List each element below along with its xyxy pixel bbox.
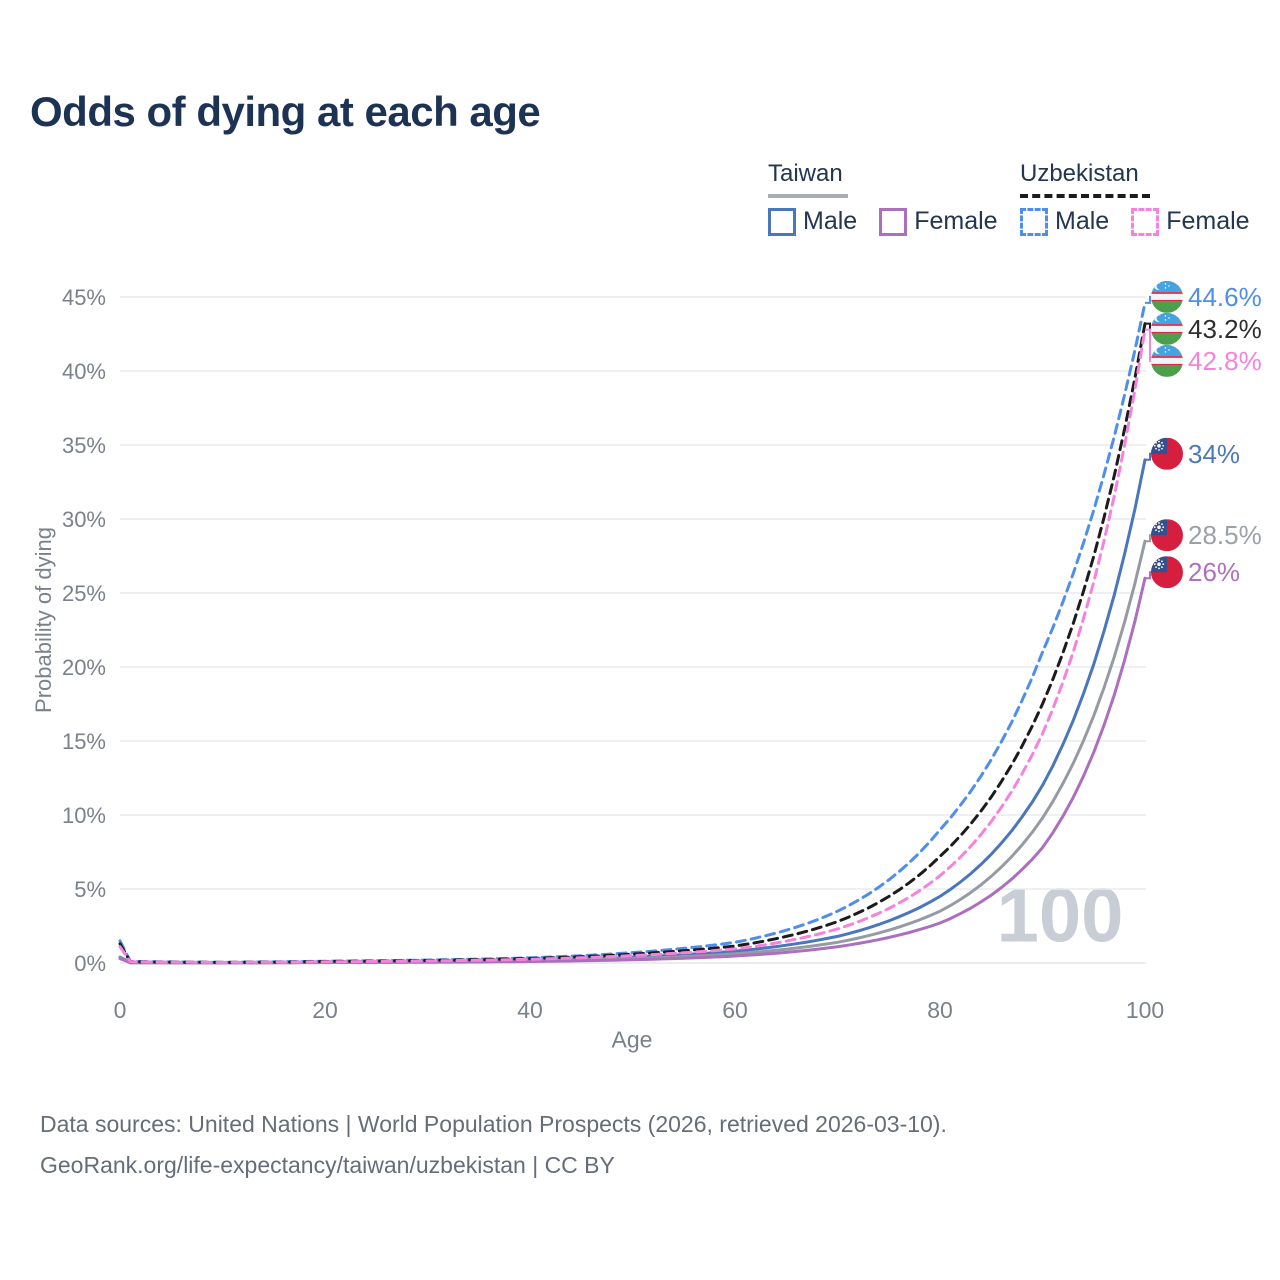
end-label-uzbekistan-female: 42.8%	[1188, 346, 1262, 376]
y-tick-label: 25%	[62, 581, 106, 606]
y-tick-label: 45%	[62, 285, 106, 310]
x-tick-label: 80	[927, 997, 953, 1023]
flag-icon-uz-uzbekistan-female	[1151, 344, 1183, 377]
chart-title: Odds of dying at each age	[30, 88, 541, 135]
legend-group-uzbekistan: Uzbekistan Male Female	[1020, 160, 1272, 236]
age-counter-watermark: 100	[996, 873, 1124, 959]
series-line-taiwan-male	[118, 458, 1147, 965]
legend-line-sample-taiwan	[768, 194, 848, 198]
legend-swatch-uzbekistan-female	[1131, 207, 1160, 236]
series-line-taiwan-both-sexes	[118, 539, 1147, 965]
end-label-connector-uzbekistan-male	[1145, 295, 1152, 304]
flag-icon-uz-uzbekistan-male	[1151, 280, 1183, 313]
end-label-connector-taiwan-male	[1145, 452, 1152, 461]
end-label-connector-uzbekistan-both-sexes	[1145, 322, 1152, 330]
series-line-taiwan-female	[118, 576, 1147, 965]
x-tick-label: 20	[312, 997, 338, 1023]
x-tick-label: 0	[114, 997, 127, 1023]
y-tick-label: 40%	[62, 359, 106, 384]
footer-data-sources: Data sources: United Nations | World Pop…	[40, 1111, 947, 1137]
x-axis-title: Age	[611, 1026, 653, 1053]
legend-line-sample-uzbekistan	[1020, 194, 1150, 198]
legend-item-label: Female	[1166, 207, 1250, 235]
legend-item-uzbekistan-male[interactable]: Male	[1020, 207, 1109, 236]
series-line-uzbekistan-female	[118, 328, 1147, 965]
x-tick-label: 40	[517, 997, 543, 1023]
x-tick-label: 100	[1126, 997, 1164, 1023]
series-line-uzbekistan-both-sexes	[118, 322, 1147, 964]
end-label-taiwan-both-sexes: 28.5%	[1188, 520, 1262, 550]
y-tick-label: 30%	[62, 507, 106, 532]
legend-item-label: Female	[914, 207, 998, 235]
end-label-connector-taiwan-female	[1145, 571, 1152, 580]
x-tick-label: 60	[722, 997, 748, 1023]
y-axis-title: Probability of dying	[31, 527, 56, 713]
end-label-uzbekistan-both-sexes: 43.2%	[1188, 314, 1262, 344]
end-label-taiwan-female: 26%	[1188, 557, 1240, 587]
legend-swatch-taiwan-female	[879, 207, 908, 236]
y-tick-label: 10%	[62, 803, 106, 828]
y-tick-label: 0%	[74, 951, 106, 976]
legend-swatch-uzbekistan-male	[1020, 207, 1048, 236]
legend-item-label: Male	[1055, 207, 1110, 235]
flag-icon-tw-taiwan-male	[1151, 437, 1183, 470]
end-label-taiwan-male: 34%	[1188, 439, 1240, 469]
y-tick-label: 15%	[62, 729, 106, 754]
legend-item-taiwan-male[interactable]: Male	[768, 207, 857, 236]
legend-group-taiwan: Taiwan Male Female	[768, 160, 1020, 236]
end-label-connector-uzbekistan-female	[1145, 328, 1152, 362]
legend-group-title-taiwan[interactable]: Taiwan	[768, 160, 843, 187]
y-tick-label: 35%	[62, 433, 106, 458]
footer-attribution: GeoRank.org/life-expectancy/taiwan/uzbek…	[40, 1152, 615, 1178]
flag-icon-tw-taiwan-female	[1151, 556, 1183, 589]
flag-icon-tw-taiwan-both-sexes	[1151, 519, 1183, 552]
end-label-uzbekistan-male: 44.6%	[1188, 282, 1262, 312]
legend-swatch-taiwan-male	[768, 207, 796, 236]
legend-item-uzbekistan-female[interactable]: Female	[1131, 207, 1250, 236]
end-label-connector-taiwan-both-sexes	[1145, 534, 1152, 543]
legend-item-label: Male	[803, 207, 858, 235]
series-line-uzbekistan-male	[118, 301, 1147, 964]
y-tick-label: 5%	[74, 877, 106, 902]
footer: Data sources: United Nations | World Pop…	[40, 1104, 947, 1186]
flag-icon-uz-uzbekistan-both-sexes	[1151, 312, 1183, 345]
legend-group-title-uzbekistan[interactable]: Uzbekistan	[1020, 160, 1139, 187]
y-tick-label: 20%	[62, 655, 106, 680]
legend-item-taiwan-female[interactable]: Female	[879, 207, 998, 236]
